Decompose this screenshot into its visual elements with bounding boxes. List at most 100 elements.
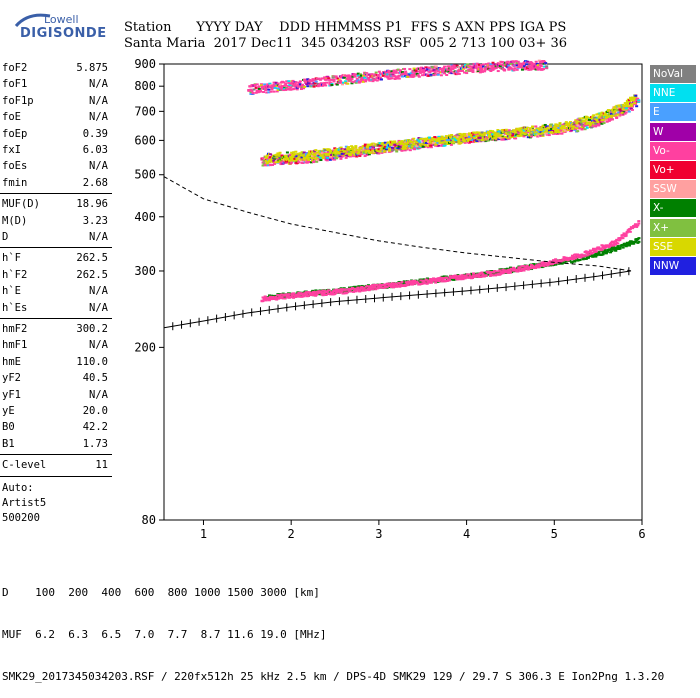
echo-point bbox=[288, 87, 292, 90]
echo-point bbox=[573, 260, 577, 263]
param-label: D bbox=[2, 231, 9, 243]
echo-point bbox=[397, 77, 401, 80]
echo-point bbox=[325, 290, 329, 293]
echo-point bbox=[370, 288, 374, 291]
plot-frame bbox=[163, 63, 643, 521]
echo-point bbox=[314, 158, 318, 161]
echo-point bbox=[635, 225, 639, 228]
echo-point bbox=[560, 132, 564, 135]
echo-point bbox=[518, 127, 522, 130]
echo-point bbox=[579, 256, 583, 259]
echo-point bbox=[585, 126, 589, 129]
echo-point bbox=[265, 91, 269, 94]
echo-point bbox=[527, 134, 531, 137]
echo-point bbox=[412, 142, 416, 145]
echo-point bbox=[293, 82, 297, 85]
echo-point bbox=[383, 145, 387, 148]
station-header: Station YYYY DAY DDD HHMMSS P1 FFS S AXN… bbox=[124, 20, 567, 52]
echo-point bbox=[475, 62, 479, 65]
echo-point bbox=[618, 115, 622, 118]
echo-point bbox=[382, 74, 386, 77]
echo-point bbox=[348, 286, 352, 289]
echo-point bbox=[548, 261, 552, 264]
echo-point bbox=[450, 64, 454, 67]
echo-point bbox=[539, 65, 543, 68]
echo-point bbox=[279, 163, 283, 166]
echo-point bbox=[444, 275, 448, 278]
echo-point bbox=[410, 283, 414, 286]
echo-point bbox=[594, 255, 598, 258]
echo-point bbox=[317, 291, 321, 294]
echo-point bbox=[344, 156, 348, 159]
echo-point bbox=[490, 64, 494, 67]
echo-point bbox=[373, 286, 377, 289]
echo-point bbox=[520, 126, 524, 129]
echo-point bbox=[362, 287, 366, 290]
echo-point bbox=[447, 134, 451, 137]
echo-point bbox=[404, 281, 408, 284]
echo-point bbox=[450, 278, 454, 281]
echo-point bbox=[298, 80, 302, 83]
echo-point bbox=[591, 117, 595, 120]
x-tick-label: 2 bbox=[288, 527, 295, 541]
x-tick-label: 6 bbox=[638, 527, 645, 541]
echo-point bbox=[306, 154, 310, 157]
echo-point bbox=[463, 141, 467, 144]
echo-point bbox=[278, 159, 282, 162]
echo-point bbox=[336, 151, 340, 154]
echo-point bbox=[422, 278, 426, 281]
echo-point bbox=[491, 133, 495, 136]
echo-point bbox=[622, 110, 626, 113]
echo-point bbox=[436, 73, 440, 76]
echo-point bbox=[574, 257, 578, 260]
echo-point bbox=[251, 92, 255, 95]
echo-point bbox=[267, 299, 271, 302]
echo-point bbox=[583, 120, 587, 123]
echo-point bbox=[355, 80, 359, 83]
echo-point bbox=[420, 282, 424, 285]
y-tick-label: 900 bbox=[134, 57, 156, 71]
echo-point bbox=[445, 277, 449, 280]
echo-point bbox=[365, 285, 369, 288]
echo-point bbox=[403, 147, 407, 150]
echo-point bbox=[496, 62, 500, 65]
echo-point bbox=[491, 130, 495, 133]
echo-point bbox=[532, 129, 536, 132]
echo-point bbox=[483, 131, 487, 134]
echo-point bbox=[559, 129, 563, 132]
echo-point bbox=[262, 161, 266, 164]
echo-point bbox=[621, 103, 625, 106]
echo-point bbox=[616, 242, 620, 245]
echo-point bbox=[612, 241, 616, 244]
param-value: N/A bbox=[89, 231, 108, 243]
param-value: 1.73 bbox=[82, 437, 108, 450]
echo-point bbox=[594, 116, 598, 119]
echo-point bbox=[346, 148, 350, 151]
echo-point bbox=[337, 289, 341, 292]
param-value: N/A bbox=[89, 94, 108, 107]
echo-point bbox=[459, 278, 463, 281]
echo-point bbox=[313, 82, 317, 85]
echo-point bbox=[278, 294, 282, 297]
echo-point bbox=[388, 147, 392, 150]
echo-point bbox=[472, 62, 476, 65]
echo-point bbox=[486, 131, 490, 134]
echo-point bbox=[517, 135, 521, 138]
echo-point bbox=[557, 124, 561, 127]
echo-point bbox=[405, 72, 409, 75]
echo-point bbox=[447, 65, 451, 68]
auto-scaling-line3: 500200 bbox=[2, 511, 40, 524]
echo-point bbox=[523, 66, 527, 69]
echo-point bbox=[626, 105, 630, 108]
echo-point bbox=[368, 79, 372, 82]
echo-point bbox=[603, 248, 607, 251]
echo-point bbox=[472, 134, 476, 137]
echo-point bbox=[449, 67, 453, 70]
echo-point bbox=[280, 159, 284, 162]
echo-point bbox=[287, 293, 291, 296]
echo-point bbox=[489, 63, 493, 66]
param-label: h`Es bbox=[2, 301, 28, 314]
echo-point bbox=[259, 84, 263, 87]
param-label: B1 bbox=[2, 437, 15, 450]
